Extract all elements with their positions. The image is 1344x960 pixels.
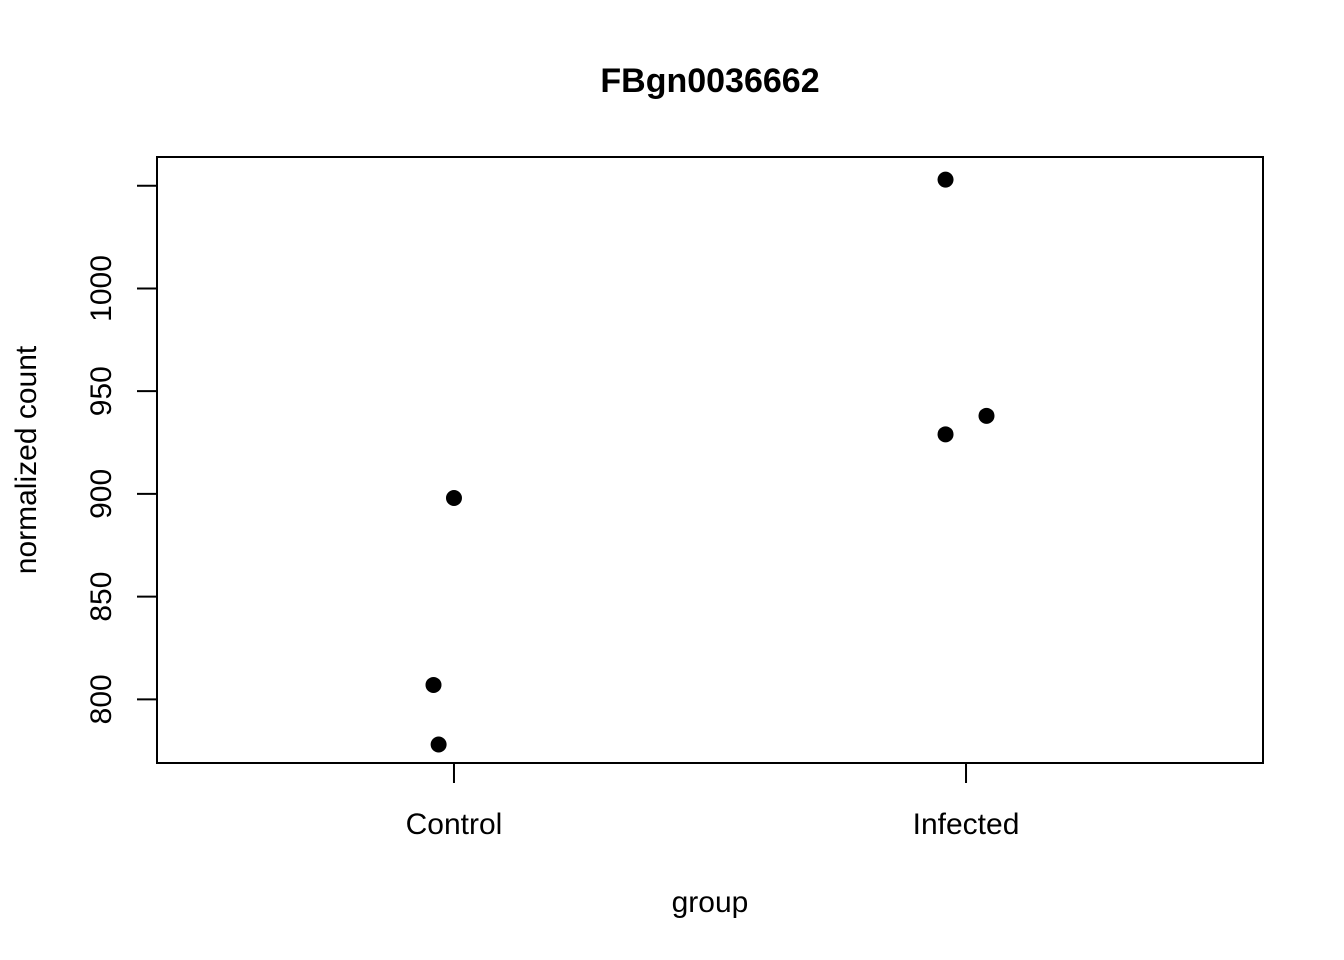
x-tick-label-infected: Infected (913, 808, 1020, 841)
data-point-infected-3 (937, 171, 954, 188)
data-points (425, 171, 995, 753)
chart-title: FBgn0036662 (600, 62, 819, 100)
plot-frame (156, 156, 1264, 764)
y-axis-label: normalized count (10, 345, 43, 574)
y-tick-label-900: 900 (85, 469, 118, 519)
y-tick-label-950: 950 (85, 366, 118, 416)
data-point-control-1 (425, 676, 442, 693)
y-axis: 800 850 900 950 1000 (85, 184, 158, 724)
x-tick-label-control: Control (406, 808, 503, 841)
data-point-control-2 (430, 736, 447, 753)
y-tick-label-800: 800 (85, 674, 118, 724)
x-axis: Control Infected (406, 763, 1020, 841)
data-point-infected-4 (937, 426, 954, 443)
y-tick-label-850: 850 (85, 572, 118, 622)
y-tick-label-1000: 1000 (85, 255, 118, 322)
x-axis-label: group (672, 886, 749, 919)
data-point-control-0 (445, 490, 462, 507)
data-point-infected-5 (978, 407, 995, 424)
